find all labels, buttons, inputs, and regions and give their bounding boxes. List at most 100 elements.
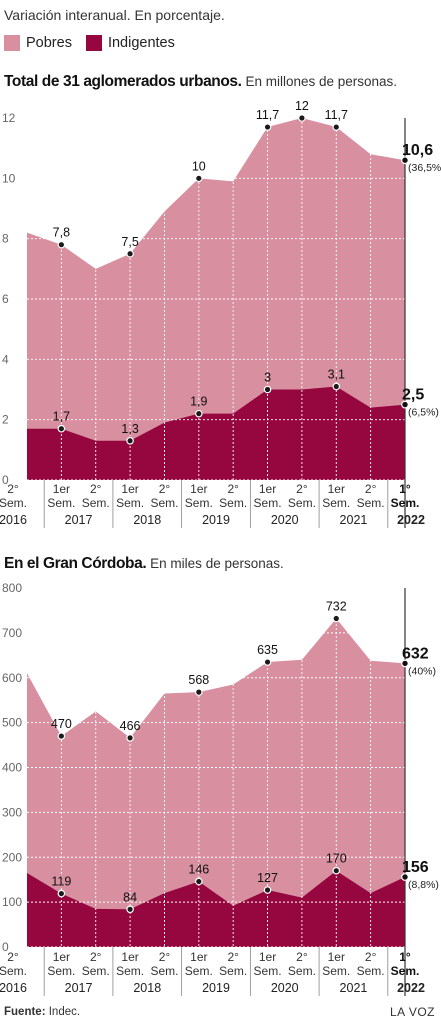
x-tick-label: 2° (7, 482, 19, 496)
y-tick-label: 2 (2, 413, 9, 427)
x-tick-label: 1er (190, 482, 207, 496)
chart-2-title: En el Gran Córdoba. (4, 555, 150, 572)
legend-item-indigentes: Indigentes (85, 35, 175, 51)
data-label-pobres: 7,5 (121, 235, 138, 249)
data-point-indigentes (57, 889, 66, 898)
final-value-indigentes: 2,5 (402, 387, 424, 404)
x-year-label: 2021 (340, 513, 368, 527)
data-label-pobres: 10 (192, 159, 206, 173)
data-point-indigentes (195, 409, 203, 418)
x-tick-label: Sem. (0, 496, 27, 510)
x-year-label: 2022 (397, 981, 425, 995)
x-tick-label: 2° (90, 482, 102, 496)
data-point-indigentes (263, 886, 272, 894)
data-label-indigentes: 3 (264, 371, 271, 385)
final-value-pobres: 632 (402, 645, 429, 662)
x-tick-label: 2° (296, 482, 308, 496)
data-label-indigentes: 1,3 (121, 422, 138, 436)
data-point-pobres (263, 658, 272, 666)
x-tick-label: 2° (296, 950, 308, 964)
x-year-label: 2018 (133, 981, 161, 995)
data-point-indigentes (263, 385, 272, 394)
data-label-indigentes: 146 (188, 862, 209, 876)
x-tick-label: Sem. (150, 496, 178, 510)
data-point-indigentes (126, 436, 134, 445)
x-tick-label: 2° (7, 950, 19, 964)
data-point-pobres (332, 123, 341, 131)
x-tick-label: 1° (399, 950, 411, 964)
chart-gran-cordoba: En el Gran Córdoba. En miles de personas… (0, 555, 439, 996)
data-point-pobres (401, 156, 409, 165)
x-tick-label: Sem. (288, 964, 316, 978)
y-tick-label: 0 (2, 940, 9, 954)
data-label-indigentes: 170 (326, 852, 347, 866)
y-tick-label: 8 (2, 232, 9, 246)
x-tick-label: Sem. (391, 496, 420, 510)
data-point-indigentes (57, 424, 66, 433)
final-pct-pobres: (36,5%) (408, 162, 441, 174)
data-point-indigentes (401, 400, 409, 409)
x-tick-label: 1er (259, 950, 276, 964)
legend: Pobres Indigentes (4, 34, 189, 52)
source-label: Fuente: (4, 1006, 46, 1018)
data-point-pobres (298, 114, 306, 122)
data-point-indigentes (332, 382, 341, 391)
y-tick-label: 10 (2, 171, 16, 185)
x-year-label: 2022 (397, 513, 425, 527)
data-label-pobres: 568 (188, 673, 209, 687)
x-tick-label: Sem. (82, 496, 110, 510)
data-label-pobres: 11,7 (256, 108, 279, 122)
brand-logo: LA VOZ (389, 1005, 435, 1019)
source-value: Indec. (48, 1006, 81, 1018)
y-tick-label: 300 (2, 805, 22, 819)
area-pobres (27, 618, 405, 947)
data-label-indigentes: 127 (257, 871, 278, 885)
x-tick-label: 2° (365, 482, 377, 496)
x-tick-label: Sem. (357, 496, 385, 510)
final-value-indigentes: 156 (402, 859, 429, 876)
x-tick-label: Sem. (254, 496, 282, 510)
data-label-pobres: 11,7 (325, 108, 348, 122)
y-tick-label: 4 (2, 352, 9, 366)
chart-1-title: Total de 31 aglomerados urbanos. (4, 73, 245, 90)
x-tick-label: Sem. (150, 964, 178, 978)
data-label-indigentes: 119 (51, 875, 71, 889)
data-point-indigentes (195, 877, 203, 886)
y-tick-label: 600 (2, 671, 22, 685)
final-pct-indigentes: (8,8%) (408, 879, 439, 891)
legend-label-indigentes: Indigentes (107, 35, 175, 51)
data-point-indigentes (332, 866, 341, 875)
x-tick-label: Sem. (219, 496, 247, 510)
chart-1-heading: Total de 31 aglomerados urbanos. En mill… (4, 73, 397, 90)
x-tick-label: Sem. (322, 964, 350, 978)
data-point-pobres (57, 732, 66, 740)
y-tick-label: 400 (2, 761, 22, 775)
x-tick-label: Sem. (47, 964, 75, 978)
x-tick-label: 1er (121, 950, 138, 964)
data-point-pobres (195, 174, 203, 183)
x-tick-label: Sem. (254, 964, 282, 978)
x-tick-label: Sem. (82, 964, 110, 978)
chart-1-unit: En millones de personas. (245, 74, 397, 89)
x-tick-label: 1° (399, 482, 411, 496)
x-year-label: 2017 (65, 513, 93, 527)
data-label-pobres: 7,8 (53, 226, 70, 240)
x-year-label: 2016 (0, 513, 27, 527)
x-tick-label: Sem. (47, 496, 75, 510)
x-tick-label: Sem. (391, 964, 420, 978)
final-pct-pobres: (40%) (408, 665, 436, 677)
x-tick-label: 2° (365, 950, 377, 964)
x-tick-label: Sem. (0, 964, 27, 978)
area-indigentes (27, 386, 405, 480)
data-point-indigentes (126, 905, 134, 914)
x-tick-label: 1er (190, 950, 207, 964)
x-tick-label: 2° (227, 950, 239, 964)
data-label-indigentes: 84 (123, 890, 137, 904)
legend-swatch-pobres (4, 35, 20, 51)
legend-swatch-indigentes (85, 35, 102, 51)
data-point-pobres (195, 688, 203, 696)
x-year-label: 2020 (271, 981, 299, 995)
y-tick-label: 800 (2, 581, 22, 595)
final-value-pobres: 10,6 (402, 142, 433, 159)
data-label-indigentes: 1,7 (53, 410, 70, 424)
